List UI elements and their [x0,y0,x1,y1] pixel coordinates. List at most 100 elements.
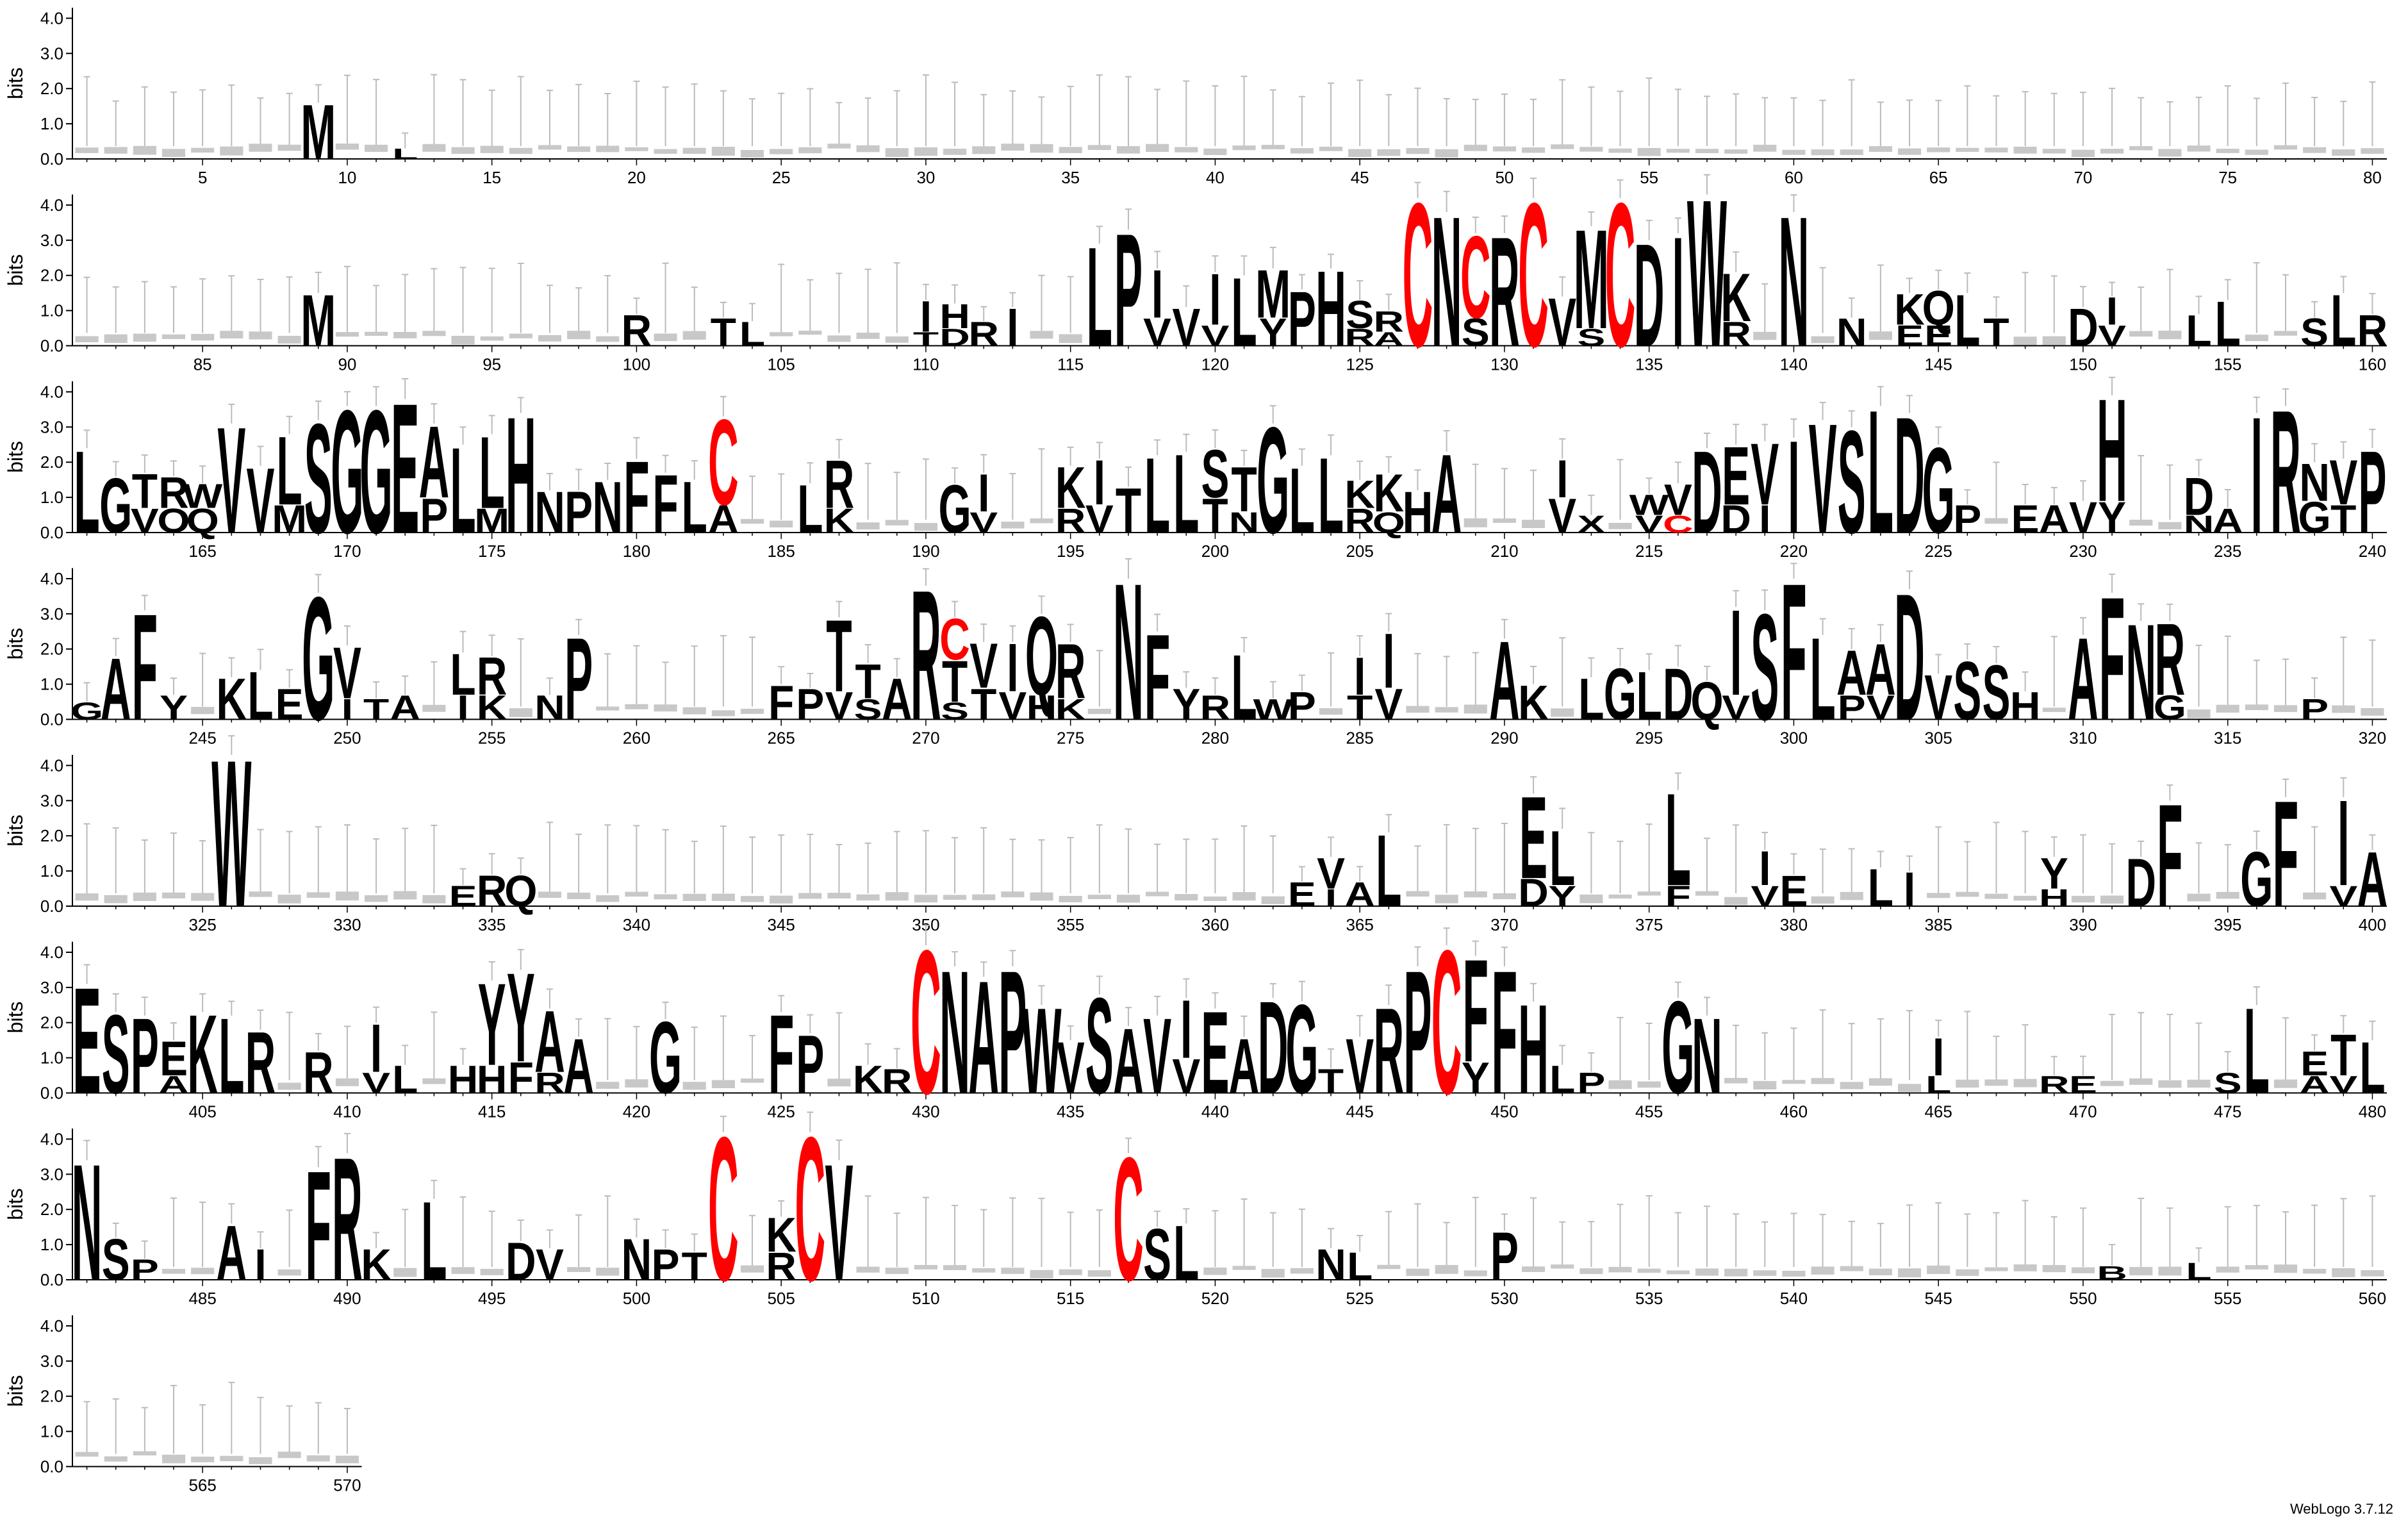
logo-letter: N [72,1130,103,1316]
background-letter [2158,149,2182,157]
logo-letter: F [2157,773,2182,937]
x-tick-label: 175 [478,542,506,561]
background-letter [1868,331,1892,340]
logo-letter: V [1548,490,1576,544]
background-letter [2361,1270,2384,1277]
logo-letter: I [1007,297,1018,357]
background-letter [1695,891,1719,896]
x-tick-label: 310 [2069,729,2097,748]
logo-letter: S [1577,324,1605,351]
logo-letter: P [420,490,448,544]
background-letter [1811,1266,1835,1275]
logo-letter: I [2251,383,2263,568]
background-letter [625,1079,648,1088]
logo-letter: A [534,993,565,1091]
logo-letter: R [332,1121,363,1318]
background-letter [2187,145,2211,152]
background-letter [770,895,793,904]
background-letter [1724,897,1748,906]
y-tick-label: 0.0 [40,149,63,169]
logo-letter: Y [1462,1054,1490,1103]
background-letter [567,146,591,153]
logo-letter: A [563,1022,594,1110]
x-tick-label: 250 [333,729,361,748]
background-letter [1059,896,1082,902]
x-tick-label: 370 [1490,915,1518,934]
logo-letter: N [1229,507,1260,540]
logo-letter: T [682,1245,707,1288]
background-letter [422,704,446,712]
background-letter [191,334,215,341]
logo-letter: R [477,867,507,916]
logo-letter: V [1924,662,1952,733]
background-letter [2216,149,2239,153]
background-letter [249,331,272,340]
logo-letter: A [419,404,450,519]
background-letter [1984,1079,2008,1086]
logo-letter: V [1085,498,1114,541]
logo-letter: L [1173,431,1199,557]
background-letter [2158,1266,2182,1276]
logo-letter: S [2300,311,2329,354]
background-letter [596,336,620,342]
background-letter [1406,706,1430,713]
background-letter [2273,331,2298,336]
logo-letter: R [1055,627,1086,715]
logo-letter: O [157,502,190,540]
logo-letter: E [1288,875,1316,914]
y-tick-label: 0.0 [40,1084,63,1103]
background-letter [2158,522,2182,529]
logo-letter: V [1664,476,1692,525]
x-tick-label: 230 [2069,542,2097,561]
background-letter [1551,144,1574,149]
logo-letter: V [333,633,361,714]
background-letter [133,333,156,342]
logo-letter: N [1315,1241,1346,1290]
logo-letter: H [506,383,536,568]
background-letter [1203,148,1227,155]
x-tick-label: 425 [767,1102,795,1121]
background-letter [191,1268,215,1275]
logo-letter: T [132,465,158,519]
logo-letter: I [1672,204,1684,379]
x-tick-label: 160 [2359,355,2386,374]
logo-letter: T [942,649,968,714]
x-tick-label: 290 [1490,729,1518,748]
logo-letter: N [1113,542,1144,761]
logo-letter: K [361,1241,392,1290]
background-letter [1695,1268,1719,1276]
x-tick-label: 60 [1785,168,1803,187]
y-tick-label: 4.0 [40,943,63,962]
background-letter [191,707,215,715]
logo-letter: R [303,1040,334,1105]
logo-letter: L [247,658,273,734]
background-letter [2187,709,2211,718]
x-tick-label: 365 [1346,915,1373,934]
logo-letter: P [796,1018,824,1111]
background-letter [306,1455,330,1462]
x-tick-label: 495 [478,1289,506,1308]
background-letter [1116,895,1141,903]
x-tick-label: 440 [1201,1102,1229,1121]
y-tick-label: 1.0 [40,1422,63,1441]
logo-letter: A [1344,875,1375,914]
logo-letter: Q [1025,594,1058,720]
background-letter [2129,1267,2153,1276]
background-letter [1464,704,1487,714]
background-letter [1840,1266,1863,1271]
background-letter [1406,891,1430,897]
logo-letter: V [969,631,998,702]
background-letter [1724,149,1748,154]
logo-letter: W [1629,489,1670,522]
background-letter [1435,895,1458,904]
x-tick-label: 275 [1057,729,1084,748]
logo-letter: A [2039,498,2070,541]
y-tick-label: 1.0 [40,1235,63,1254]
background-letter [1522,147,1546,153]
logo-letter: P [131,1254,159,1287]
background-letter [1984,147,2008,153]
logo-letter: Q [504,867,537,916]
background-letter [191,147,215,153]
logo-letter: G [1922,423,1955,559]
x-tick-label: 475 [2214,1102,2241,1121]
